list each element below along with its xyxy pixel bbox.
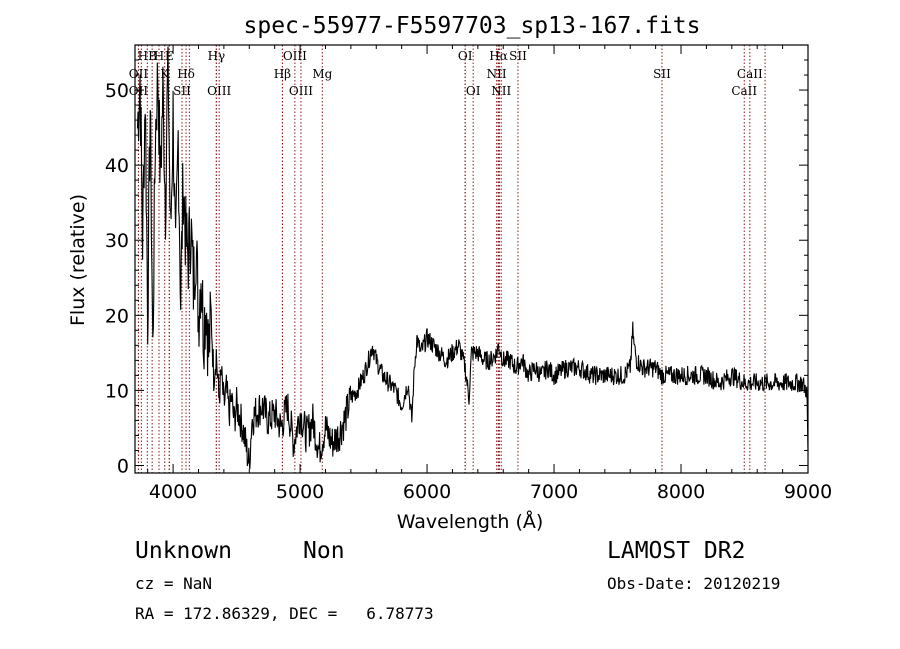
plot-frame: [134, 44, 809, 474]
x-tick-label: 8000: [657, 481, 705, 503]
x-tick-label: 7000: [530, 481, 578, 503]
line-label: NII: [487, 67, 507, 81]
line-label: CaII: [731, 84, 757, 98]
line-label: HB: [138, 49, 157, 63]
line-label: Hβ: [274, 67, 291, 81]
x-tick-label: 4000: [149, 481, 197, 503]
x-tick-label: 6000: [403, 481, 451, 503]
redshift-cz: cz = NaN: [135, 574, 213, 593]
axis-ticks: 4000 5000 6000 7000 8000 9000 0 10 20 30 40 50: [105, 45, 832, 503]
line-label: OI: [466, 84, 481, 98]
line-label: SII: [653, 67, 671, 81]
line-label: Hγ: [208, 49, 226, 63]
chart-title: spec-55977-F5597703_sp13-167.fits: [244, 13, 701, 39]
survey-name: LAMOST DR2: [607, 538, 746, 564]
y-tick-label: 30: [105, 230, 129, 252]
y-tick-label: 20: [105, 305, 129, 327]
line-label: OII: [129, 67, 149, 81]
y-tick-label: 10: [105, 380, 129, 402]
x-tick-label: 9000: [784, 481, 832, 503]
line-label: K: [160, 67, 170, 81]
line-label: OIII: [289, 84, 313, 98]
object-class: Unknown: [135, 538, 232, 564]
line-label: OIII: [283, 49, 307, 63]
line-label: E: [165, 49, 174, 63]
line-label: SII: [509, 49, 527, 63]
line-label: NII: [491, 84, 511, 98]
line-label: CaII: [737, 67, 763, 81]
y-tick-label: 40: [105, 155, 129, 177]
spectrum-line: [136, 46, 809, 470]
line-label: Hα: [489, 49, 508, 63]
y-tick-label: 50: [105, 80, 129, 102]
line-label: OIII: [207, 84, 231, 98]
line-label: OI: [458, 49, 473, 63]
y-axis-label: Flux (relative): [67, 194, 89, 326]
line-label: Mg: [312, 67, 332, 81]
x-axis-label: Wavelength (Å): [397, 510, 544, 533]
line-label: H: [154, 49, 164, 63]
object-subclass: Non: [303, 538, 345, 564]
line-label: OII: [129, 84, 149, 98]
line-label: SII: [173, 84, 191, 98]
y-tick-label: 0: [117, 455, 129, 477]
coordinates: RA = 172.86329, DEC = 6.78773: [135, 604, 434, 623]
observation-date: Obs-Date: 20120219: [607, 574, 781, 593]
x-tick-label: 5000: [276, 481, 324, 503]
line-label: Hδ: [177, 67, 195, 81]
